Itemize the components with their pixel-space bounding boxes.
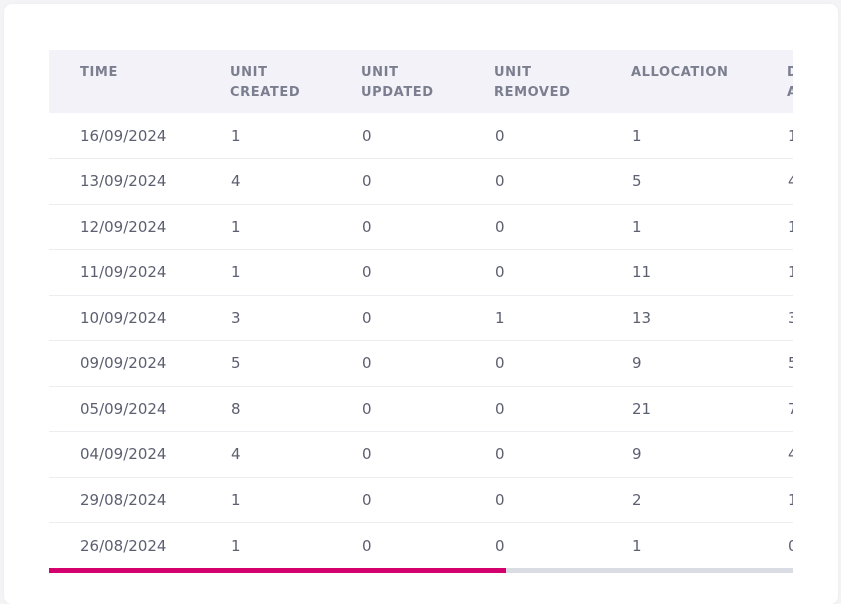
allocation-cell: 1 xyxy=(632,217,642,236)
time-cell: 10/09/2024 xyxy=(80,308,167,327)
time-cell: 11/09/2024 xyxy=(80,263,167,282)
truncated-cell: 0 xyxy=(788,536,793,555)
time-cell: 12/09/2024 xyxy=(80,217,167,236)
table-row[interactable]: 11/09/2024 1 0 0 11 1 xyxy=(49,250,793,295)
table-row[interactable]: 10/09/2024 3 0 1 13 3 xyxy=(49,295,793,341)
column-header-unit-updated[interactable]: UNIT UPDATED xyxy=(361,65,434,100)
allocation-cell: 2 xyxy=(632,490,642,509)
unit-created-cell: 8 xyxy=(231,399,241,418)
time-cell: 04/09/2024 xyxy=(80,445,167,464)
unit-created-cell: 4 xyxy=(231,172,241,191)
table-row[interactable]: 16/09/2024 1 0 0 1 1 xyxy=(49,113,793,159)
unit-updated-cell: 0 xyxy=(362,172,372,191)
column-header-allocation[interactable]: ALLOCATION xyxy=(631,65,729,80)
allocation-cell: 13 xyxy=(632,308,652,327)
truncated-cell: 1 xyxy=(788,263,793,282)
truncated-cell: 7 xyxy=(788,399,793,418)
allocation-cell: 5 xyxy=(632,172,642,191)
time-cell: 13/09/2024 xyxy=(80,172,167,191)
truncated-cell: 3 xyxy=(788,308,793,327)
column-header-unit-created[interactable]: UNIT CREATED xyxy=(230,65,301,100)
time-cell: 05/09/2024 xyxy=(80,399,167,418)
unit-removed-cell: 0 xyxy=(495,172,505,191)
unit-created-cell: 5 xyxy=(231,354,241,373)
truncated-cell: 1 xyxy=(788,126,793,145)
allocation-cell: 9 xyxy=(632,354,642,373)
table-row[interactable]: 13/09/2024 4 0 0 5 4 xyxy=(49,159,793,204)
unit-created-cell: 1 xyxy=(231,490,241,509)
column-header-truncated[interactable]: D A xyxy=(787,65,793,100)
unit-removed-cell: 0 xyxy=(495,263,505,282)
unit-created-cell: 1 xyxy=(231,536,241,555)
table-row[interactable]: 29/08/2024 1 0 0 2 1 xyxy=(49,477,793,523)
unit-updated-cell: 0 xyxy=(362,126,372,145)
time-cell: 16/09/2024 xyxy=(80,126,167,145)
column-header-unit-removed[interactable]: UNIT REMOVED xyxy=(494,65,571,100)
unit-created-cell: 1 xyxy=(231,217,241,236)
time-cell: 29/08/2024 xyxy=(80,490,167,509)
unit-removed-cell: 1 xyxy=(495,308,505,327)
allocation-cell: 11 xyxy=(632,263,652,282)
table-row[interactable]: 12/09/2024 1 0 0 1 1 xyxy=(49,204,793,250)
unit-removed-cell: 0 xyxy=(495,445,505,464)
truncated-cell: 1 xyxy=(788,217,793,236)
unit-updated-cell: 0 xyxy=(362,217,372,236)
scrollbar-thumb[interactable] xyxy=(49,568,506,573)
column-header-time[interactable]: TIME xyxy=(80,65,118,80)
unit-removed-cell: 0 xyxy=(495,536,505,555)
allocation-cell: 9 xyxy=(632,445,642,464)
truncated-cell: 4 xyxy=(788,445,793,464)
table-row[interactable]: 26/08/2024 1 0 0 1 0 xyxy=(49,523,793,569)
unit-removed-cell: 0 xyxy=(495,399,505,418)
unit-created-cell: 1 xyxy=(231,263,241,282)
time-cell: 09/09/2024 xyxy=(80,354,167,373)
unit-removed-cell: 0 xyxy=(495,126,505,145)
table-viewport[interactable]: TIME UNIT CREATED UNIT UPDATED UNIT REMO… xyxy=(49,50,793,568)
allocation-cell: 21 xyxy=(632,399,652,418)
unit-updated-cell: 0 xyxy=(362,536,372,555)
unit-created-cell: 3 xyxy=(231,308,241,327)
unit-created-cell: 1 xyxy=(231,126,241,145)
unit-updated-cell: 0 xyxy=(362,263,372,282)
unit-updated-cell: 0 xyxy=(362,308,372,327)
horizontal-scrollbar[interactable] xyxy=(49,568,793,573)
allocation-cell: 1 xyxy=(632,126,642,145)
table-row[interactable]: 05/09/2024 8 0 0 21 7 xyxy=(49,386,793,432)
unit-updated-cell: 0 xyxy=(362,490,372,509)
unit-activity-table: TIME UNIT CREATED UNIT UPDATED UNIT REMO… xyxy=(49,50,793,568)
unit-created-cell: 4 xyxy=(231,445,241,464)
table-row[interactable]: 09/09/2024 5 0 0 9 5 xyxy=(49,341,793,386)
unit-updated-cell: 0 xyxy=(362,399,372,418)
truncated-cell: 4 xyxy=(788,172,793,191)
time-cell: 26/08/2024 xyxy=(80,536,167,555)
unit-updated-cell: 0 xyxy=(362,445,372,464)
unit-updated-cell: 0 xyxy=(362,354,372,373)
unit-removed-cell: 0 xyxy=(495,354,505,373)
allocation-cell: 1 xyxy=(632,536,642,555)
table-row[interactable]: 04/09/2024 4 0 0 9 4 xyxy=(49,432,793,477)
unit-removed-cell: 0 xyxy=(495,217,505,236)
truncated-cell: 1 xyxy=(788,490,793,509)
truncated-cell: 5 xyxy=(788,354,793,373)
report-card xyxy=(4,4,838,604)
table-body: 16/09/2024 1 0 0 1 1 13/09/2024 4 0 0 5 4 12/09/2024… xyxy=(49,113,793,568)
table-header-row: TIME UNIT CREATED UNIT UPDATED UNIT REMO… xyxy=(49,50,793,113)
unit-removed-cell: 0 xyxy=(495,490,505,509)
